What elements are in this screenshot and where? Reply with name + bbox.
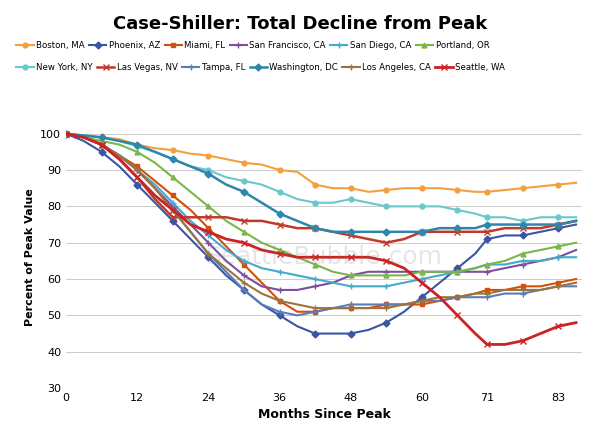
Legend: New York, NY, Las Vegas, NV, Tampa, FL, Washington, DC, Los Angeles, CA, Seattle: New York, NY, Las Vegas, NV, Tampa, FL, …	[16, 63, 505, 72]
Text: Case-Shiller: Total Decline from Peak: Case-Shiller: Total Decline from Peak	[113, 15, 487, 33]
Text: SeattleBubble.com: SeattleBubble.com	[205, 245, 443, 269]
X-axis label: Months Since Peak: Months Since Peak	[257, 409, 391, 422]
Legend: Boston, MA, Phoenix, AZ, Miami, FL, San Francisco, CA, San Diego, CA, Portland, : Boston, MA, Phoenix, AZ, Miami, FL, San …	[16, 41, 489, 51]
Y-axis label: Percent of Peak Value: Percent of Peak Value	[25, 188, 35, 326]
